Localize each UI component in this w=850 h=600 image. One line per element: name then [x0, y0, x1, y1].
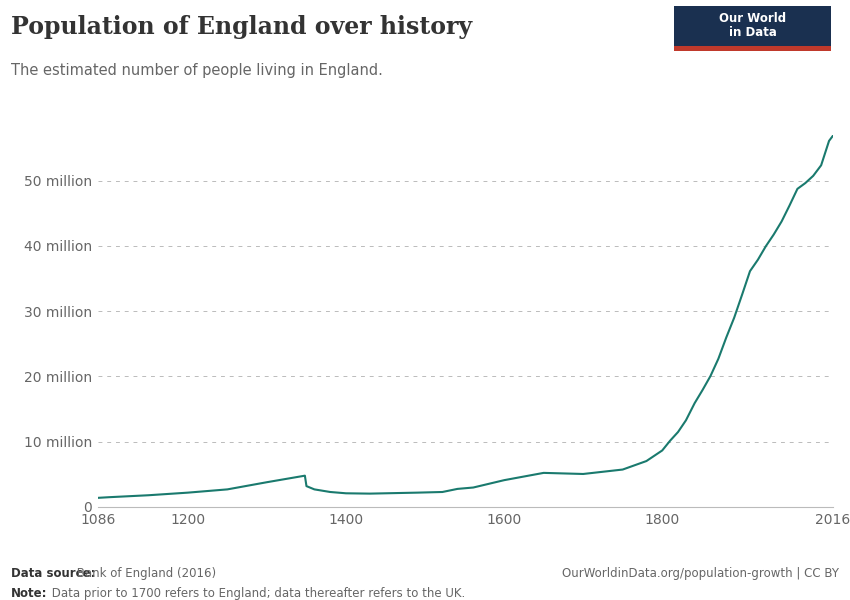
Text: Our World: Our World — [719, 12, 786, 25]
Text: Data source:: Data source: — [11, 567, 95, 580]
Text: Bank of England (2016): Bank of England (2016) — [73, 567, 216, 580]
Text: The estimated number of people living in England.: The estimated number of people living in… — [11, 63, 382, 78]
Text: Data prior to 1700 refers to England; data thereafter refers to the UK.: Data prior to 1700 refers to England; da… — [48, 587, 465, 600]
Text: OurWorldinData.org/population-growth | CC BY: OurWorldinData.org/population-growth | C… — [562, 567, 839, 580]
Text: in Data: in Data — [728, 26, 777, 40]
Text: Note:: Note: — [11, 587, 48, 600]
Text: Population of England over history: Population of England over history — [11, 15, 473, 39]
